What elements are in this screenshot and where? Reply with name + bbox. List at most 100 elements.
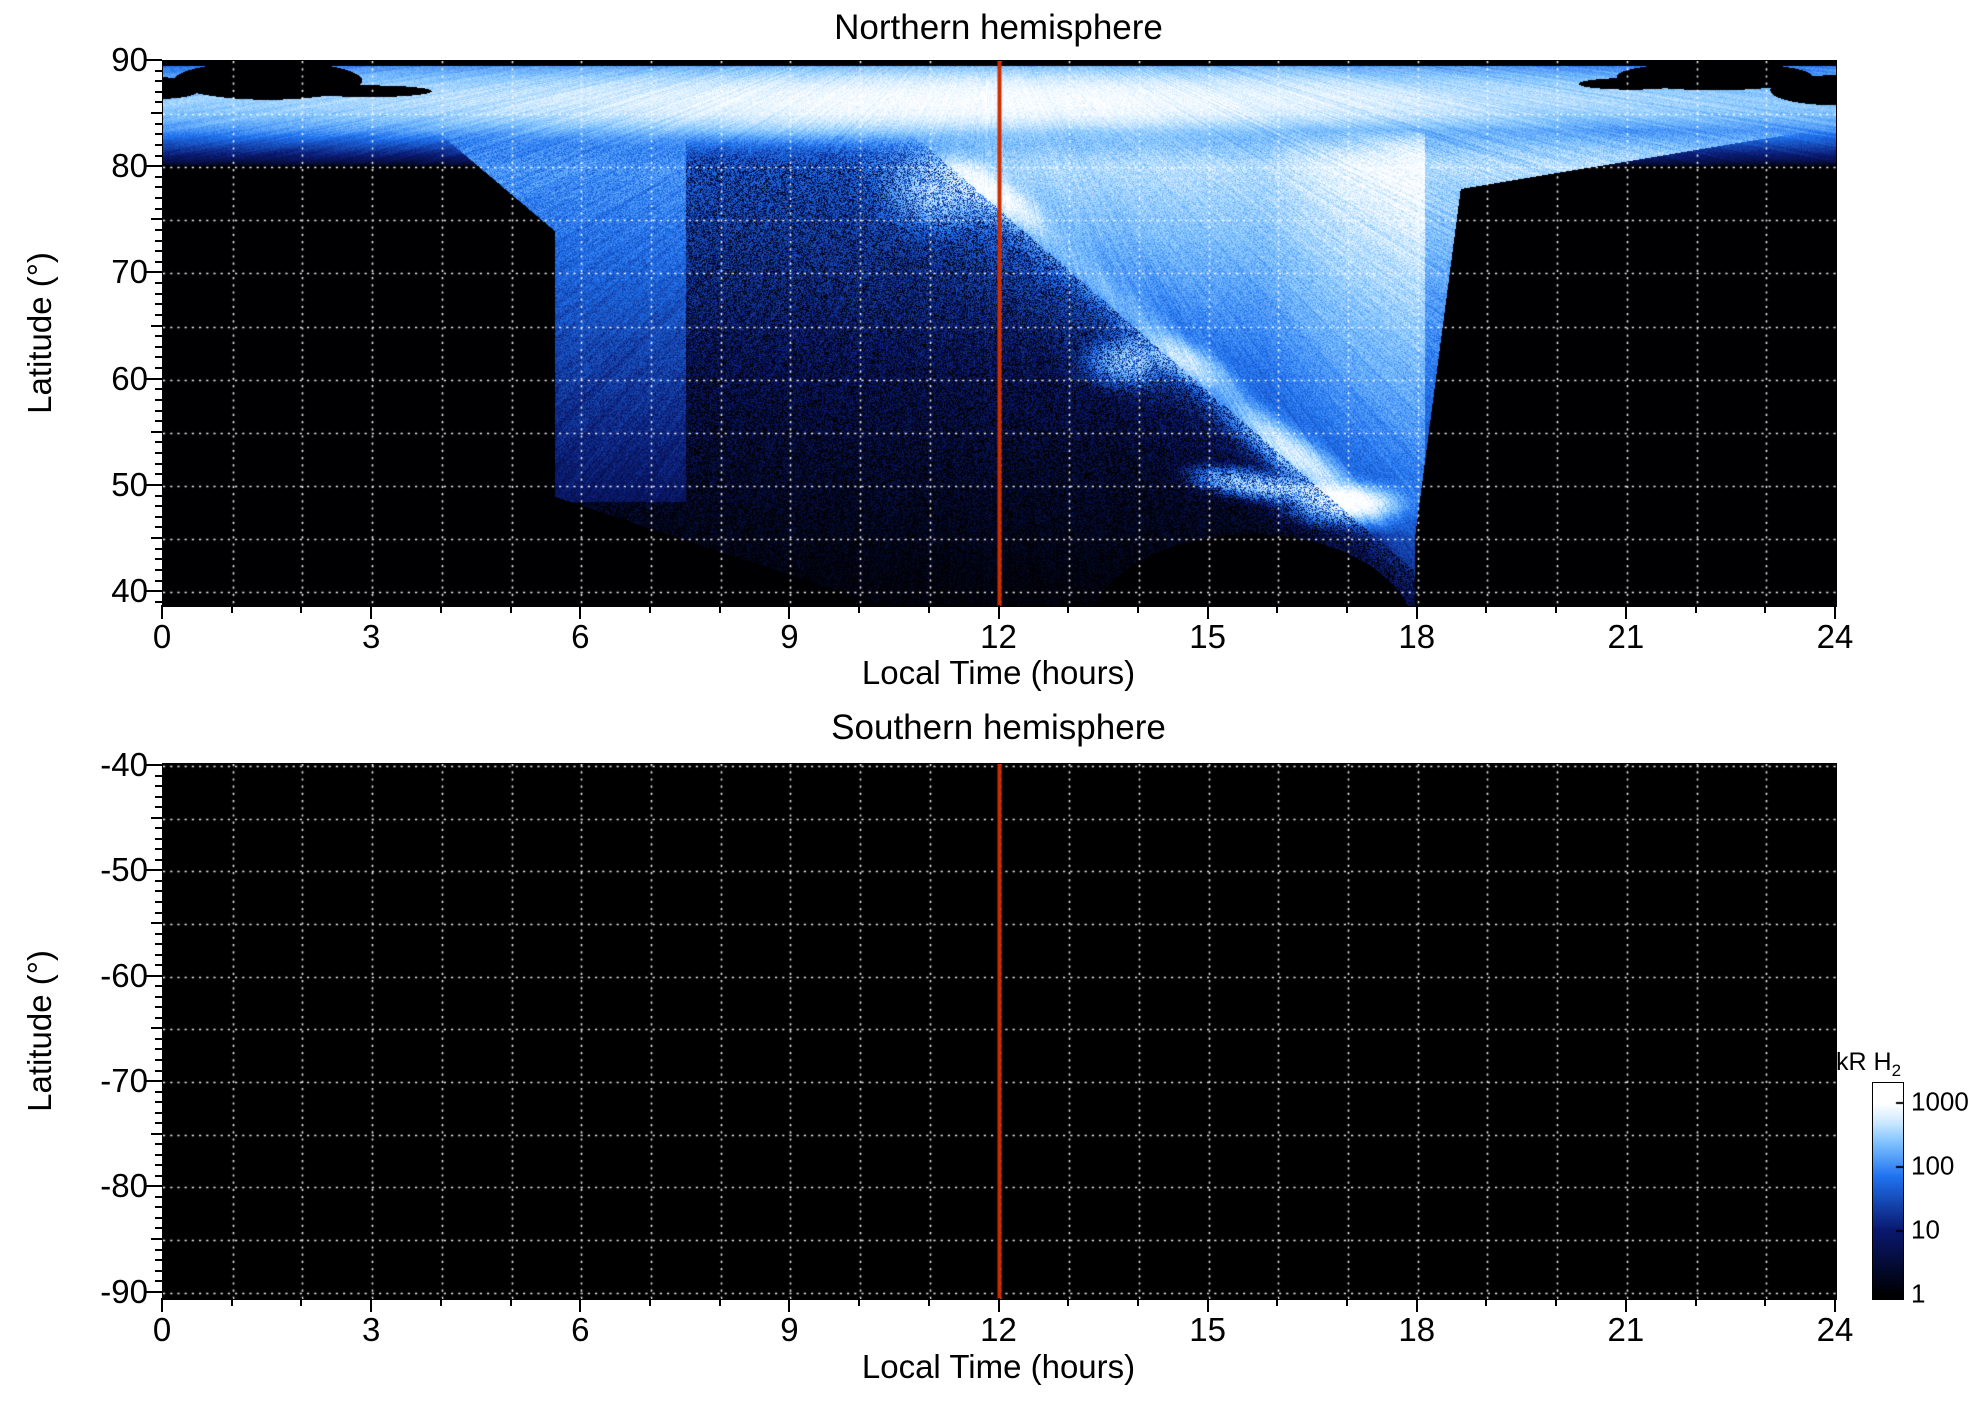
x-tick-label: 15 [1189,618,1226,656]
north-chart-title: Northern hemisphere [162,8,1835,48]
y-tick-mark [155,367,162,369]
y-tick-mark [146,1185,162,1187]
y-tick-mark [151,1027,162,1029]
x-tick-label: 0 [153,618,171,656]
x-tick-label: 24 [1817,618,1854,656]
y-tick-mark [155,796,162,798]
x-tick-mark [1625,1298,1627,1312]
y-tick-mark [151,817,162,819]
y-tick-mark [155,1196,162,1198]
y-tick-mark [155,495,162,497]
y-tick-mark [146,590,162,592]
y-tick-mark [151,1133,162,1135]
x-tick-mark [1485,1298,1487,1306]
x-tick-mark [579,605,581,619]
y-tick-mark [155,176,162,178]
y-tick-mark [155,70,162,72]
y-tick-mark [155,293,162,295]
x-tick-mark [719,605,721,613]
y-tick-mark [146,59,162,61]
north-heatmap-canvas [162,60,1837,607]
y-tick-mark [155,155,162,157]
y-tick-mark [155,838,162,840]
x-tick-mark [1625,605,1627,619]
y-tick-label: -60 [100,957,148,995]
y-tick-mark [155,314,162,316]
y-tick-mark [146,1080,162,1082]
x-tick-mark [1207,1298,1209,1312]
x-tick-mark [1346,1298,1348,1306]
y-tick-mark [155,229,162,231]
x-tick-mark [231,1298,233,1306]
x-tick-label: 15 [1189,1311,1226,1349]
south-x-axis-label: Local Time (hours) [162,1348,1835,1386]
y-tick-mark [155,463,162,465]
colorbar-tick-label: 1000 [1911,1087,1969,1118]
y-tick-mark [155,996,162,998]
x-tick-mark [300,605,302,613]
x-tick-mark [928,1298,930,1306]
y-tick-mark [155,1059,162,1061]
y-tick-mark [155,1038,162,1040]
y-tick-mark [155,901,162,903]
y-tick-label: 50 [111,466,148,504]
y-tick-mark [155,526,162,528]
y-tick-label: 90 [111,41,148,79]
y-tick-mark [155,848,162,850]
y-tick-mark [151,112,162,114]
y-tick-mark [155,806,162,808]
y-tick-mark [146,764,162,766]
x-tick-mark [928,605,930,613]
y-tick-mark [155,1154,162,1156]
y-tick-mark [155,1217,162,1219]
y-tick-mark [155,399,162,401]
y-tick-mark [155,1006,162,1008]
x-tick-mark [788,1298,790,1312]
y-tick-mark [151,325,162,327]
y-tick-mark [155,601,162,603]
x-tick-label: 6 [571,1311,589,1349]
y-tick-mark [155,420,162,422]
x-tick-label: 12 [980,1311,1017,1349]
x-tick-mark [1276,1298,1278,1306]
y-tick-mark [155,964,162,966]
y-tick-mark [155,101,162,103]
y-tick-mark [155,1227,162,1229]
y-tick-mark [155,985,162,987]
x-tick-label: 21 [1608,618,1645,656]
y-tick-mark [155,452,162,454]
y-tick-mark [151,1238,162,1240]
y-tick-mark [151,537,162,539]
y-tick-mark [155,912,162,914]
x-tick-mark [998,1298,1000,1312]
y-tick-mark [155,1112,162,1114]
x-tick-mark [1695,1298,1697,1306]
y-tick-mark [155,208,162,210]
x-tick-mark [788,605,790,619]
x-tick-label: 18 [1398,618,1435,656]
x-tick-label: 9 [780,618,798,656]
y-tick-mark [151,922,162,924]
y-tick-mark [155,558,162,560]
y-tick-mark [155,303,162,305]
y-tick-mark [146,165,162,167]
y-tick-mark [146,484,162,486]
y-tick-mark [155,569,162,571]
x-tick-label: 24 [1817,1311,1854,1349]
y-tick-mark [146,271,162,273]
y-tick-mark [155,1164,162,1166]
x-tick-label: 18 [1398,1311,1435,1349]
y-tick-mark [155,954,162,956]
y-tick-mark [155,441,162,443]
x-tick-mark [1207,605,1209,619]
y-tick-mark [155,1206,162,1208]
y-tick-mark [155,91,162,93]
north-y-axis-label: Latitude (°) [21,252,59,414]
x-tick-label: 3 [362,1311,380,1349]
south-heatmap-canvas [162,763,1837,1300]
y-tick-mark [155,580,162,582]
south-chart-title: Southern hemisphere [162,708,1835,748]
x-tick-mark [1137,605,1139,613]
x-tick-mark [1276,605,1278,613]
x-tick-mark [1764,605,1766,613]
